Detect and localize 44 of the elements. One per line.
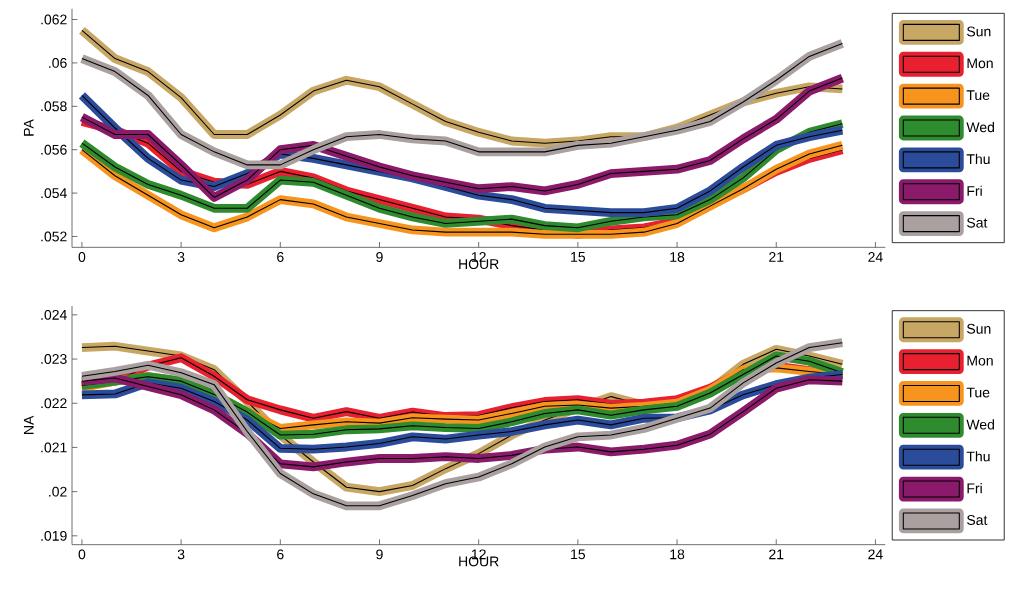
- x-tick-label: 15: [571, 549, 586, 560]
- legend-label: Thu: [966, 153, 990, 165]
- x-tick-label: 15: [571, 252, 586, 262]
- x-tick-label: 3: [177, 252, 185, 262]
- legend-label: Mon: [967, 58, 993, 69]
- legend-label: Fri: [967, 185, 982, 196]
- y-tick-label: .021: [41, 442, 67, 453]
- y-axis-title: PA: [23, 119, 34, 136]
- x-tick-label: 24: [868, 549, 883, 560]
- x-tick-label: 18: [670, 549, 685, 560]
- y-tick-label: .02: [49, 486, 67, 497]
- y-axis-title: NA: [23, 415, 34, 434]
- y-tick-label: .023: [41, 354, 67, 365]
- legend-label: Sun: [967, 26, 991, 37]
- x-tick-label: 3: [177, 549, 185, 560]
- legend-label: Sat: [967, 515, 988, 525]
- legend-label: Fri: [967, 483, 982, 494]
- y-tick-label: .056: [41, 144, 67, 155]
- x-tick-label: 9: [376, 252, 383, 262]
- y-tick-label: .052: [41, 231, 67, 242]
- legend-label: Mon: [967, 355, 993, 366]
- x-tick-label: 21: [769, 252, 784, 262]
- x-tick-label: 6: [277, 252, 284, 262]
- y-tick-label: .022: [41, 398, 67, 409]
- y-tick-label: .06: [49, 57, 67, 68]
- x-tick-label: 0: [78, 549, 86, 560]
- x-tick-label: 9: [376, 549, 383, 560]
- legend-label: Sun: [967, 323, 991, 334]
- y-tick-label: .024: [41, 309, 67, 320]
- y-tick-label: .058: [41, 101, 67, 112]
- y-tick-label: .062: [41, 14, 67, 25]
- legend-label: Tue: [966, 387, 990, 398]
- legend-label: Tue: [966, 90, 990, 101]
- x-tick-label: 21: [769, 549, 784, 560]
- y-tick-label: .019: [41, 530, 67, 541]
- legend-label: Wed: [966, 419, 994, 430]
- x-tick-label: 18: [670, 252, 685, 262]
- legend-label: Thu: [966, 451, 990, 462]
- x-tick-label: 6: [277, 549, 284, 560]
- y-tick-label: .054: [41, 188, 67, 199]
- legend-label: Sat: [967, 217, 988, 228]
- x-tick-label: 24: [868, 252, 883, 262]
- legend-label: Wed: [966, 121, 994, 133]
- x-tick-label: 0: [78, 252, 86, 262]
